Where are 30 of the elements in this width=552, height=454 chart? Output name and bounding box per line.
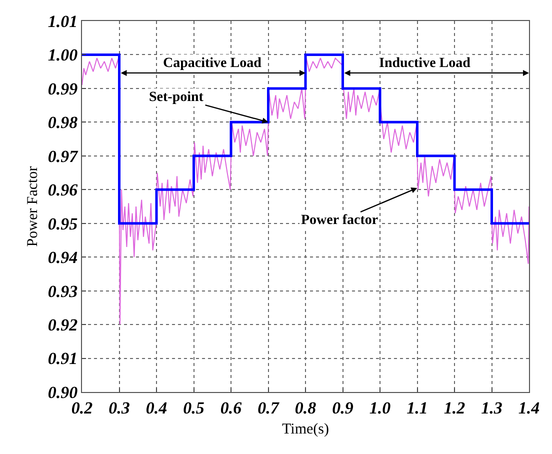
y-tick-label: 0.93 (48, 282, 78, 301)
y-axis-title: Power Factor (25, 166, 42, 247)
y-tick-label: 0.98 (48, 113, 78, 132)
y-tick-label: 0.99 (48, 79, 78, 98)
x-axis-title: Time(s) (282, 421, 329, 438)
x-tick-label: 1.4 (518, 398, 540, 418)
y-tick-label: 0.95 (48, 214, 78, 234)
y-tick-label: 0.91 (48, 349, 78, 368)
annotation: Capacitive Load (163, 56, 262, 71)
x-tick-label: 1.0 (369, 398, 392, 418)
y-tick-label: 1.01 (48, 12, 78, 31)
y-tick-label: 0.97 (48, 146, 80, 166)
annotation: Set-point (149, 90, 204, 105)
x-tick-label: 1.2 (444, 398, 466, 418)
line-series (82, 58, 529, 326)
x-tick-label: 0.9 (332, 398, 354, 418)
x-tick-label: 0.5 (183, 398, 205, 418)
y-tick-label: 0.92 (48, 316, 78, 334)
x-tick-label: 1.1 (406, 398, 428, 418)
annotation: Power factor (301, 213, 378, 228)
x-tick-label: 0.7 (258, 398, 280, 418)
y-tick-label: 1.00 (48, 46, 78, 65)
x-tick-label: 0.3 (108, 398, 130, 418)
x-tick-label: 0.6 (220, 398, 242, 418)
x-tick-label: 0.4 (146, 398, 168, 418)
annotation: Inductive Load (379, 56, 471, 71)
y-tick-label: 0.94 (48, 248, 78, 268)
x-tick-label: 0.8 (294, 398, 317, 418)
x-tick-label: 1.3 (481, 398, 503, 418)
y-tick-label: 0.96 (48, 180, 78, 200)
